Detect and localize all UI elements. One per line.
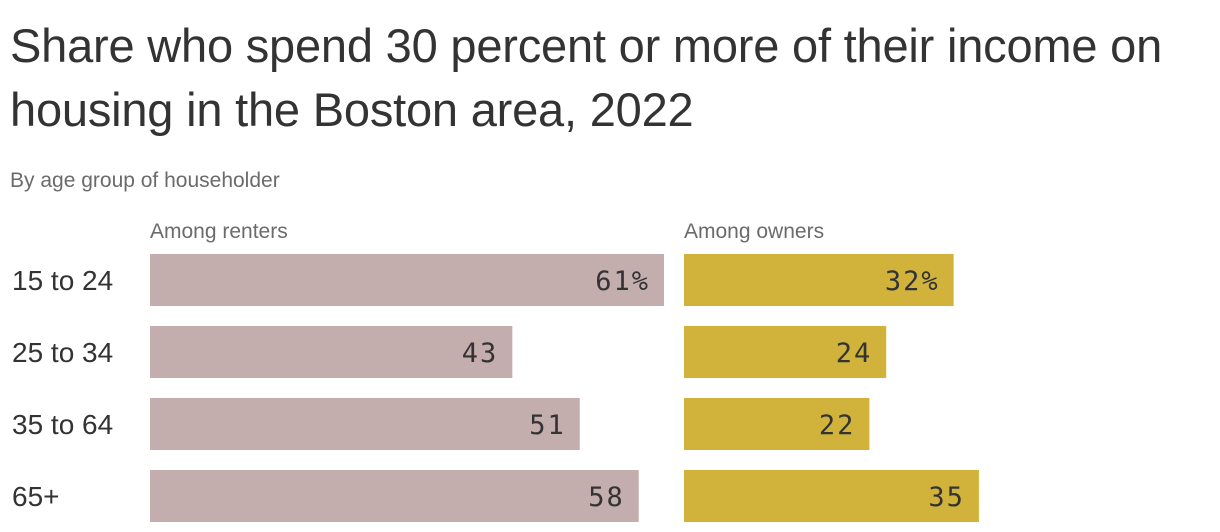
bar xyxy=(150,470,639,522)
bar xyxy=(684,326,887,378)
panel-header: Among renters xyxy=(150,220,288,243)
category-label: 25 to 34 xyxy=(12,337,113,368)
data-label: 24 xyxy=(836,338,873,369)
chart-subtitle: By age group of householder xyxy=(10,169,280,192)
category-label: 65+ xyxy=(12,481,60,512)
data-label: 61% xyxy=(595,266,650,297)
data-label: 22 xyxy=(819,410,856,441)
chart-title: Share who spend 30 percent or more of th… xyxy=(10,19,1163,136)
bar xyxy=(150,398,580,450)
panel-header: Among owners xyxy=(684,220,824,243)
category-label: 15 to 24 xyxy=(12,265,113,296)
bar xyxy=(150,326,513,378)
bar xyxy=(684,470,979,522)
data-label: 43 xyxy=(462,338,499,369)
data-label: 58 xyxy=(588,482,625,513)
bar xyxy=(150,254,664,306)
bar xyxy=(684,398,870,450)
data-label: 32% xyxy=(885,266,940,297)
bar xyxy=(684,254,954,306)
category-label: 35 to 64 xyxy=(12,409,113,440)
data-label: 51 xyxy=(529,410,566,441)
data-label: 35 xyxy=(928,482,965,513)
